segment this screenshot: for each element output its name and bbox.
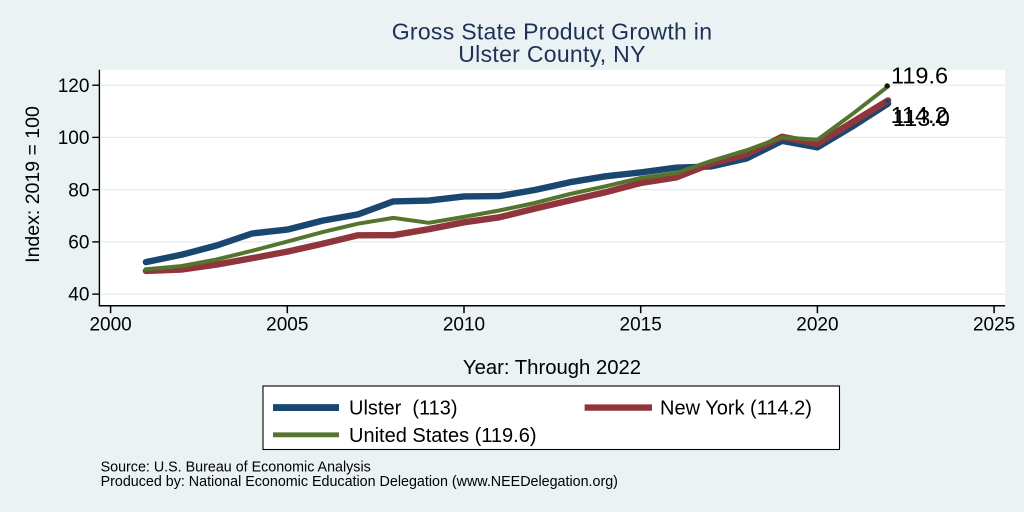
svg-text:2010: 2010 — [443, 315, 485, 336]
svg-text:2005: 2005 — [266, 315, 308, 336]
svg-text:2020: 2020 — [796, 315, 838, 336]
svg-text:Source: U.S. Bureau of Economi: Source: U.S. Bureau of Economic Analysis — [101, 460, 371, 476]
svg-text:100: 100 — [58, 128, 90, 149]
svg-text:United States (119.6): United States (119.6) — [349, 425, 537, 447]
svg-text:114.2: 114.2 — [891, 102, 948, 128]
svg-text:Year: Through 2022: Year: Through 2022 — [463, 357, 641, 379]
svg-text:New York (114.2): New York (114.2) — [660, 397, 812, 419]
svg-text:Produced by: National Economic: Produced by: National Economic Education… — [101, 474, 618, 490]
svg-text:120: 120 — [58, 76, 90, 97]
svg-text:2025: 2025 — [973, 315, 1015, 336]
svg-text:60: 60 — [68, 233, 89, 254]
svg-text:80: 80 — [68, 180, 89, 201]
svg-text:2015: 2015 — [620, 315, 662, 336]
svg-text:2000: 2000 — [89, 315, 131, 336]
svg-text:Ulster (113): Ulster (113) — [349, 397, 458, 419]
svg-text:Gross State Product Growth in: Gross State Product Growth in — [392, 19, 713, 45]
svg-text:40: 40 — [68, 285, 89, 306]
svg-text:Index: 2019 = 100: Index: 2019 = 100 — [22, 106, 44, 263]
svg-text:113.0: 113.0 — [893, 105, 950, 131]
svg-text:119.6: 119.6 — [891, 62, 948, 88]
svg-text:Ulster County, NY: Ulster County, NY — [458, 41, 645, 67]
